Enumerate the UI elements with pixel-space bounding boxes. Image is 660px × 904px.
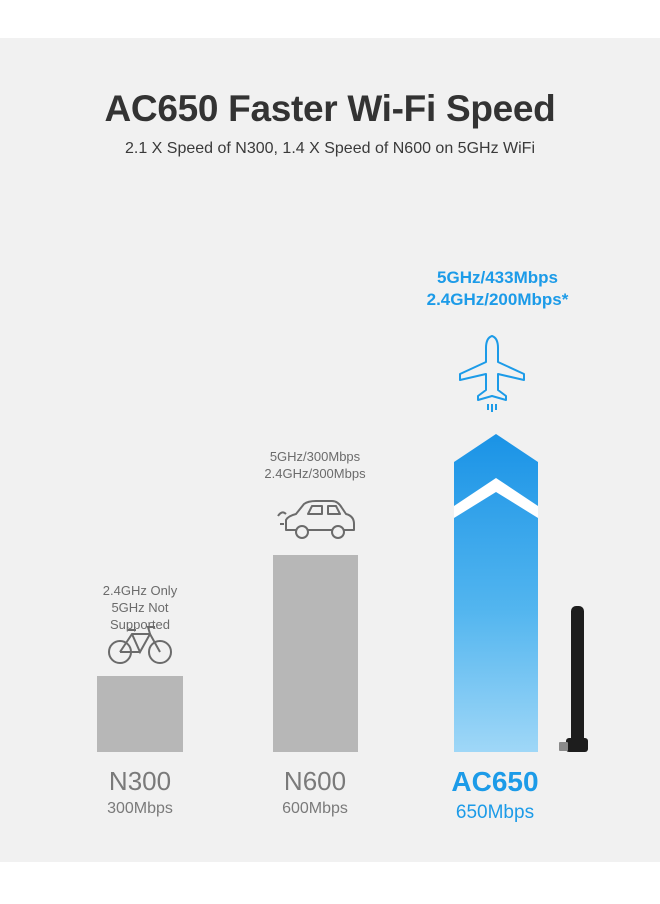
airplane-icon: [459, 335, 525, 412]
category-label-n600: N600: [283, 766, 347, 796]
n600-note-line-2: 2.4GHz/300Mbps: [264, 466, 366, 481]
value-label-n300: 300Mbps: [107, 800, 173, 817]
n300-annotation: 2.4GHz Only 5GHz Not Supported: [80, 582, 200, 633]
bar-n600: [273, 555, 358, 752]
n600-note-line-1: 5GHz/300Mbps: [269, 449, 361, 464]
value-label-n600: 600Mbps: [282, 800, 348, 817]
bar-ac650-chevron: [454, 478, 538, 518]
page-subtitle: 2.1 X Speed of N300, 1.4 X Speed of N600…: [124, 140, 535, 157]
category-label-ac650: AC650: [451, 766, 539, 797]
n300-note-line-2: 5GHz Not Supported: [110, 600, 170, 632]
car-icon: [277, 500, 355, 539]
ac650-note-line-2: 2.4GHz/200Mbps*: [426, 290, 569, 309]
category-label-n300: N300: [108, 766, 172, 796]
bar-ac650: [454, 434, 538, 752]
n600-annotation: 5GHz/300Mbps 2.4GHz/300Mbps: [250, 448, 380, 482]
page-title: AC650 Faster Wi-Fi Speed: [104, 88, 556, 129]
ac650-annotation: 5GHz/433Mbps 2.4GHz/200Mbps*: [400, 267, 595, 311]
ac650-note-line-1: 5GHz/433Mbps: [437, 268, 558, 287]
bicycle-icon: [108, 626, 172, 664]
bar-n300: [97, 676, 183, 752]
usb-adapter-icon: [559, 606, 588, 752]
value-label-ac650: 650Mbps: [455, 802, 535, 823]
n300-note-line-1: 2.4GHz Only: [102, 583, 178, 598]
